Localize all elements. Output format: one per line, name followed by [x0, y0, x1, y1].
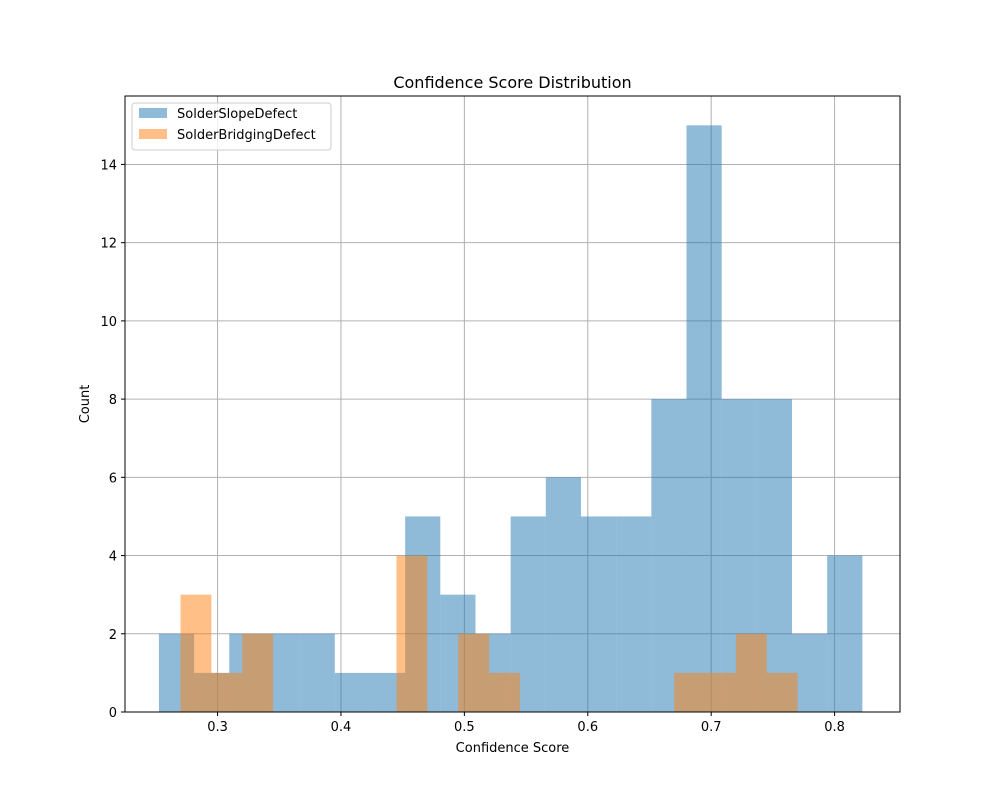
bar-solder-bridging — [396, 555, 428, 712]
bar-solder-bridging — [705, 672, 736, 712]
legend-box — [131, 102, 332, 151]
x-tick-label: 0.6 — [577, 720, 598, 735]
bar-solder-bridging — [489, 672, 520, 712]
bar-solder-slope — [299, 633, 335, 712]
y-tick-label: 10 — [100, 315, 117, 330]
bar-solder-bridging — [458, 633, 490, 712]
x-axis-label: Confidence Score — [456, 741, 570, 756]
bar-solder-slope — [827, 555, 863, 712]
bar-solder-slope — [580, 516, 617, 712]
bar-solder-slope — [334, 672, 370, 712]
chart-title: Confidence Score Distribution — [393, 73, 631, 92]
x-tick-label: 0.7 — [701, 720, 722, 735]
bar-solder-bridging — [674, 672, 706, 712]
y-axis-label: Count — [78, 385, 93, 424]
legend-label-solder-slope: SolderSlopeDefect — [177, 107, 297, 122]
y-tick-label: 8 — [109, 393, 117, 408]
x-tick-label: 0.3 — [207, 720, 228, 735]
bars-layer — [158, 125, 863, 713]
legend: SolderSlopeDefect SolderBridgingDefect — [131, 102, 332, 151]
bar-solder-slope — [545, 477, 581, 712]
y-tick-label: 14 — [100, 158, 117, 173]
bar-solder-bridging — [735, 633, 767, 712]
x-axis-ticks: 0.3 0.4 0.5 0.6 0.7 0.8 — [207, 712, 845, 735]
bar-solder-bridging — [242, 633, 274, 712]
bar-solder-bridging — [180, 594, 212, 712]
legend-swatch-solder-slope — [139, 108, 167, 118]
y-tick-label: 12 — [100, 237, 117, 252]
y-tick-label: 6 — [109, 471, 117, 486]
legend-label-solder-bridging: SolderBridgingDefect — [177, 128, 316, 143]
plot-frame — [124, 95, 901, 713]
x-tick-label: 0.8 — [824, 720, 845, 735]
bar-solder-bridging — [766, 672, 798, 712]
y-tick-label: 4 — [109, 550, 117, 565]
x-tick-label: 0.4 — [331, 720, 352, 735]
bar-solder-bridging — [211, 672, 243, 712]
bar-solder-slope — [686, 125, 722, 713]
legend-swatch-solder-bridging — [139, 129, 167, 139]
y-tick-label: 2 — [109, 628, 117, 643]
bar-solder-slope — [651, 399, 687, 712]
x-tick-label: 0.5 — [454, 720, 475, 735]
bar-solder-slope — [792, 633, 828, 712]
y-axis-ticks: 0 2 4 6 8 10 12 14 — [100, 158, 125, 721]
y-tick-label: 0 — [109, 706, 117, 721]
bar-solder-slope — [616, 516, 652, 712]
